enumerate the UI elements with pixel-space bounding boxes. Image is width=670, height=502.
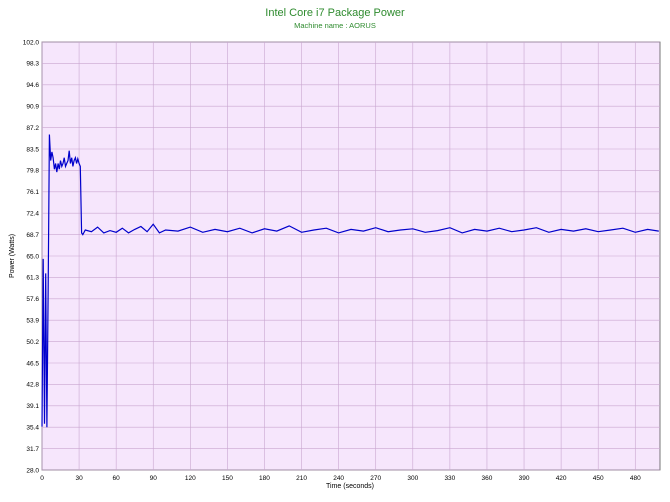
x-tick-label: 360 (482, 475, 493, 482)
x-tick-label: 210 (296, 475, 307, 482)
x-tick-label: 150 (222, 475, 233, 482)
y-tick-label: 31.7 (26, 446, 39, 453)
y-tick-label: 50.2 (26, 339, 39, 346)
x-tick-label: 90 (150, 475, 158, 482)
x-tick-label: 300 (407, 475, 418, 482)
chart-subtitle: Machine name : AORUS (294, 21, 376, 30)
y-tick-label: 53.9 (26, 318, 39, 325)
y-tick-label: 68.7 (26, 232, 39, 239)
x-tick-label: 330 (444, 475, 455, 482)
x-tick-label: 420 (556, 475, 567, 482)
y-axis-label: Power (Watts) (9, 234, 16, 278)
y-tick-label: 28.0 (26, 467, 39, 474)
y-tick-label: 102.0 (23, 39, 40, 46)
x-tick-label: 270 (370, 475, 381, 482)
y-tick-label: 57.6 (26, 296, 39, 303)
x-tick-label: 30 (75, 475, 83, 482)
series-line-package-power (41, 134, 659, 428)
x-tick-label: 480 (630, 475, 641, 482)
x-tick-label: 450 (593, 475, 604, 482)
x-tick-label: 120 (185, 475, 196, 482)
gridlines (41, 41, 660, 471)
y-tick-label: 35.4 (26, 425, 39, 432)
y-tick-label: 79.8 (26, 168, 39, 175)
x-tick-label: 390 (519, 475, 530, 482)
y-tick-label: 83.5 (26, 146, 39, 153)
y-tick-label: 39.1 (26, 403, 39, 410)
x-tick-label: 60 (113, 475, 121, 482)
y-axis-ticks: 28.0 31.7 35.4 39.1 42.8 46.5 50.2 53.9 57.6 61.3… (23, 39, 40, 474)
y-tick-label: 98.3 (26, 61, 39, 68)
y-tick-label: 94.6 (26, 82, 39, 89)
y-tick-label: 90.9 (26, 104, 39, 111)
x-axis-label: Time (seconds) (326, 483, 374, 490)
chart-title: Intel Core i7 Package Power (265, 7, 405, 19)
x-tick-label: 240 (333, 475, 344, 482)
y-tick-label: 46.5 (26, 360, 39, 367)
y-tick-label: 76.1 (26, 189, 39, 196)
y-tick-label: 72.4 (26, 211, 39, 218)
y-tick-label: 87.2 (26, 125, 39, 132)
y-tick-label: 65.0 (26, 253, 39, 260)
x-tick-label: 0 (40, 475, 44, 482)
x-tick-label: 180 (259, 475, 270, 482)
x-axis-ticks: 0 30 60 90 120 150 180 210 240 270 300 330 360 390 420… (40, 475, 641, 482)
y-tick-label: 42.8 (26, 382, 39, 389)
y-tick-label: 61.3 (26, 275, 39, 282)
